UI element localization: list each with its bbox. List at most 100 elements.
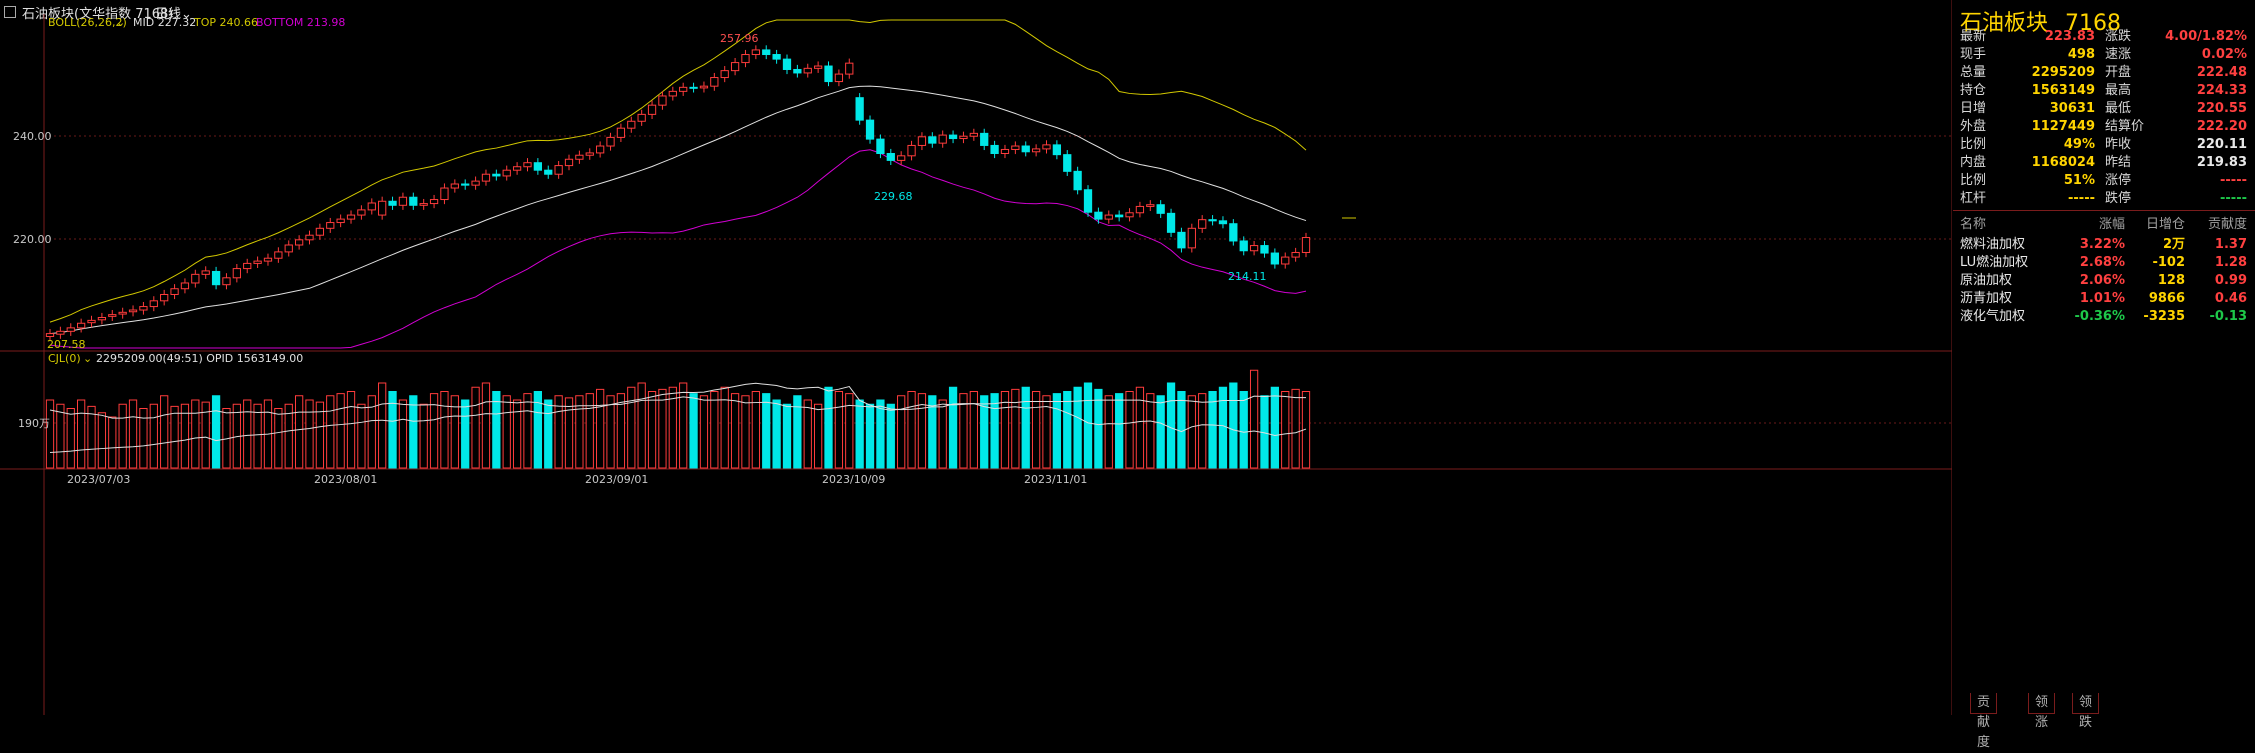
candle[interactable] — [865, 119, 875, 140]
candle[interactable] — [554, 165, 563, 175]
candle[interactable] — [243, 262, 252, 270]
candle[interactable] — [876, 138, 885, 155]
candle[interactable] — [1198, 219, 1207, 229]
candle[interactable] — [97, 317, 107, 321]
candle[interactable] — [938, 134, 947, 144]
tab-leading-down[interactable]: 领跌 — [2072, 693, 2100, 730]
candle[interactable] — [346, 214, 356, 220]
candle[interactable] — [1104, 214, 1113, 220]
candle[interactable] — [897, 155, 906, 161]
candle[interactable] — [481, 173, 491, 182]
candle[interactable] — [689, 86, 698, 89]
candle[interactable] — [357, 209, 366, 216]
tab-contribution[interactable]: 贡献度 — [1970, 693, 1998, 750]
candle[interactable] — [762, 49, 771, 56]
candle[interactable] — [1094, 211, 1103, 220]
candle[interactable] — [492, 173, 501, 177]
candle[interactable] — [1281, 256, 1290, 265]
volume-label[interactable]: CJL(0) — [48, 352, 81, 365]
candle[interactable] — [928, 136, 937, 144]
candle[interactable] — [1083, 189, 1093, 213]
candle[interactable] — [720, 70, 729, 79]
candle[interactable] — [1052, 144, 1062, 156]
candle[interactable] — [1042, 144, 1051, 150]
candle[interactable] — [388, 200, 397, 206]
candle[interactable] — [834, 73, 844, 83]
candle[interactable] — [1177, 231, 1186, 249]
candle[interactable] — [1031, 148, 1041, 153]
candle[interactable] — [294, 239, 304, 246]
candle[interactable] — [679, 86, 688, 92]
contrib-name[interactable]: 燃料油加权 — [1960, 237, 2026, 252]
candle[interactable] — [45, 333, 55, 337]
candle[interactable] — [502, 169, 511, 177]
candle[interactable] — [1249, 245, 1259, 252]
candle[interactable] — [544, 169, 553, 175]
candle[interactable] — [326, 222, 335, 229]
candle[interactable] — [907, 144, 916, 157]
contrib-name[interactable]: LU燃油加权 — [1960, 255, 2029, 270]
candle[interactable] — [855, 97, 864, 121]
candle[interactable] — [1270, 252, 1279, 265]
candle[interactable] — [378, 200, 387, 216]
period-selector[interactable]: 日线⌄ — [155, 3, 192, 22]
candle[interactable] — [575, 154, 584, 160]
candle[interactable] — [1156, 204, 1165, 214]
candle[interactable] — [564, 158, 574, 167]
candle[interactable] — [191, 273, 200, 284]
candle[interactable] — [1135, 205, 1145, 214]
candle[interactable] — [699, 85, 709, 89]
candle[interactable] — [616, 127, 626, 138]
candle[interactable] — [1239, 240, 1248, 252]
candle[interactable] — [367, 202, 376, 211]
candle[interactable] — [77, 322, 86, 329]
candle[interactable] — [1166, 212, 1176, 233]
boll-chevron-icon[interactable]: ⌄ — [116, 16, 125, 29]
candle[interactable] — [585, 152, 594, 156]
candle[interactable] — [845, 62, 854, 75]
candle[interactable] — [803, 67, 812, 74]
candle[interactable] — [1218, 220, 1228, 225]
candle[interactable] — [149, 300, 158, 308]
candle[interactable] — [139, 306, 148, 311]
candle[interactable] — [440, 187, 449, 201]
candle[interactable] — [533, 162, 543, 171]
candle[interactable] — [1187, 227, 1196, 249]
candle[interactable] — [1000, 148, 1010, 155]
candle[interactable] — [56, 330, 65, 335]
contrib-name[interactable]: 沥青加权 — [1960, 291, 2013, 306]
candle[interactable] — [232, 268, 241, 279]
candle[interactable] — [170, 288, 179, 295]
candle[interactable] — [336, 218, 345, 224]
candle[interactable] — [222, 277, 231, 286]
candle[interactable] — [1260, 245, 1269, 254]
candle[interactable] — [990, 144, 999, 155]
candle[interactable] — [523, 162, 532, 168]
candle[interactable] — [730, 62, 740, 72]
candle[interactable] — [512, 166, 522, 171]
candle[interactable] — [450, 183, 459, 189]
candle[interactable] — [211, 270, 221, 286]
candle[interactable] — [461, 183, 470, 186]
candle[interactable] — [710, 77, 719, 87]
candle[interactable] — [201, 270, 210, 275]
candle[interactable] — [66, 327, 75, 332]
candle[interactable] — [741, 54, 750, 64]
tab-leading-up[interactable]: 领涨 — [2028, 693, 2056, 730]
candle[interactable] — [128, 309, 138, 313]
candle[interactable] — [959, 135, 968, 140]
contrib-name[interactable]: 原油加权 — [1960, 273, 2013, 288]
candle[interactable] — [419, 203, 428, 206]
candle[interactable] — [1011, 145, 1020, 150]
candle[interactable] — [274, 251, 283, 259]
candle[interactable] — [813, 65, 823, 69]
candle[interactable] — [429, 199, 439, 205]
candle[interactable] — [782, 58, 792, 70]
candle[interactable] — [1073, 170, 1082, 191]
candle[interactable] — [398, 196, 408, 206]
candle[interactable] — [1301, 237, 1311, 253]
candle[interactable] — [627, 120, 636, 129]
candle[interactable] — [948, 134, 958, 140]
candle[interactable] — [253, 260, 262, 264]
candle[interactable] — [658, 95, 667, 106]
